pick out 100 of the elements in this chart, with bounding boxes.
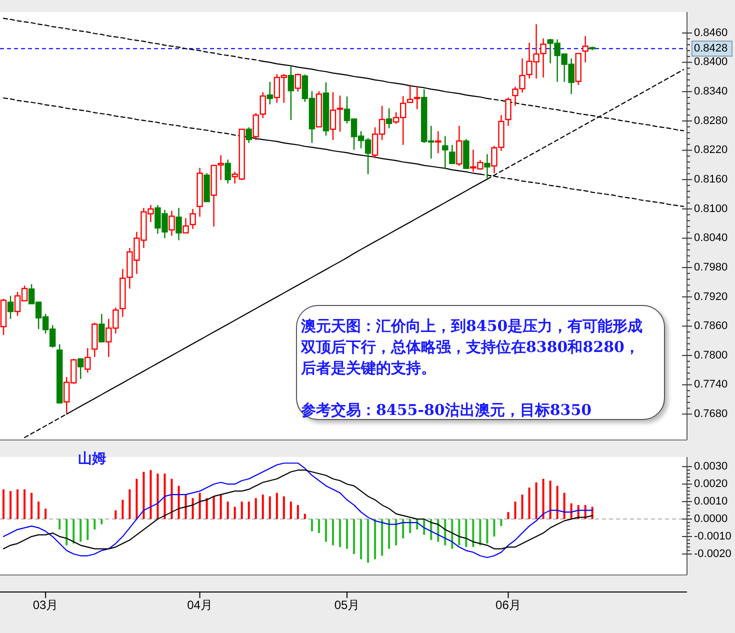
- y-tick-label: 0.7680: [694, 408, 728, 420]
- bar: [507, 512, 510, 520]
- bar: [220, 494, 222, 520]
- bar: [44, 508, 47, 520]
- bar: [486, 519, 488, 544]
- bar: [100, 519, 103, 524]
- bar: [381, 519, 384, 556]
- bar: [542, 478, 544, 520]
- bar: [451, 519, 454, 549]
- bar: [114, 510, 117, 520]
- candlestick: [260, 92, 266, 119]
- bar: [122, 500, 124, 520]
- candlestick: [246, 126, 252, 144]
- candlestick: [442, 136, 448, 170]
- line-series: [2, 470, 593, 550]
- y-tick-label: 0.8460: [694, 26, 728, 39]
- bar: [549, 480, 552, 520]
- x-tick-label: 03月: [32, 598, 58, 612]
- bar: [184, 494, 187, 520]
- bar: [24, 489, 26, 520]
- y-tick-label: 0.7740: [694, 378, 728, 391]
- bar: [367, 519, 370, 563]
- bar: [472, 519, 474, 548]
- candlestick: [176, 207, 182, 241]
- candlestick: [7, 295, 14, 320]
- bar: [72, 519, 75, 544]
- bar: [556, 486, 558, 520]
- bar: [296, 505, 299, 520]
- bar: [458, 519, 460, 546]
- candlestick: [252, 112, 259, 141]
- candlestick: [582, 35, 588, 63]
- bar: [402, 519, 404, 538]
- y-tick-label: 0.7980: [694, 261, 728, 274]
- y-tick-label: 0.8220: [694, 144, 728, 156]
- annotation: 参考交易：8455-80沽出澳元，目标8350: [301, 400, 593, 421]
- bar: [304, 514, 306, 520]
- candlestick: [386, 108, 392, 129]
- bar: [528, 488, 530, 520]
- candlestick: [484, 154, 490, 179]
- bar: [38, 502, 40, 520]
- bar: [318, 519, 320, 534]
- bar: [276, 492, 278, 520]
- bar: [535, 482, 538, 520]
- bar: [479, 519, 482, 546]
- bar: [206, 498, 208, 520]
- bar: [465, 519, 468, 548]
- candlestick: [190, 208, 196, 230]
- y-tick-label: 0.0000: [694, 512, 728, 525]
- candlestick: [98, 313, 105, 342]
- y-tick-label: 0.8040: [694, 232, 728, 244]
- bar: [66, 519, 68, 546]
- bar: [388, 519, 390, 549]
- bar: [234, 506, 236, 520]
- x-tick-label: 04月: [187, 598, 212, 612]
- bar: [212, 496, 215, 520]
- x-tick-label: 05月: [334, 598, 360, 612]
- y-tick-label: 0.8160: [694, 173, 728, 186]
- bar: [178, 486, 180, 520]
- bar: [10, 491, 12, 520]
- ref-line-label: 0.8428: [694, 42, 728, 55]
- y-tick-label: 0.8400: [694, 56, 728, 68]
- candlestick: [449, 144, 456, 165]
- bar: [324, 519, 327, 542]
- candlestick: [168, 210, 175, 236]
- y-tick-label: -0.0010: [694, 530, 732, 542]
- bar: [2, 489, 5, 520]
- bar: [262, 494, 264, 520]
- bar: [128, 489, 131, 520]
- candlestick: [406, 84, 414, 103]
- bar: [395, 519, 398, 546]
- bar: [16, 489, 19, 520]
- x-tick-label: 06月: [496, 598, 521, 612]
- y-tick-label: 0.8100: [694, 202, 728, 215]
- candlestick: [266, 81, 273, 105]
- bar: [94, 519, 96, 530]
- bar: [563, 492, 566, 520]
- y-tick-label: 0.0030: [694, 460, 728, 473]
- bar: [142, 472, 145, 520]
- bar: [164, 474, 166, 520]
- candlestick: [224, 158, 231, 184]
- bar: [521, 494, 524, 520]
- candlestick: [456, 125, 462, 167]
- candlestick: [435, 130, 442, 154]
- bar: [409, 519, 412, 534]
- bar: [226, 502, 229, 520]
- bar: [282, 496, 285, 520]
- bar: [170, 478, 173, 520]
- y-tick-label: 0.8340: [694, 86, 728, 98]
- annotation: 澳元天图：汇价向上，到8450是压力，有可能形成双顶后下行，总体略强，支持位在8380和8280，后者是关键的支持。: [301, 316, 644, 379]
- candlestick: [182, 218, 189, 234]
- bar: [254, 498, 257, 520]
- bar: [360, 519, 362, 560]
- bar: [248, 502, 250, 520]
- candlestick: [78, 358, 84, 380]
- y-tick-label: 0.0010: [694, 495, 728, 508]
- candlestick: [414, 86, 420, 110]
- bar: [86, 519, 89, 540]
- bar: [136, 478, 138, 520]
- y-tick-label: 0.8280: [694, 114, 728, 127]
- bar: [156, 474, 159, 520]
